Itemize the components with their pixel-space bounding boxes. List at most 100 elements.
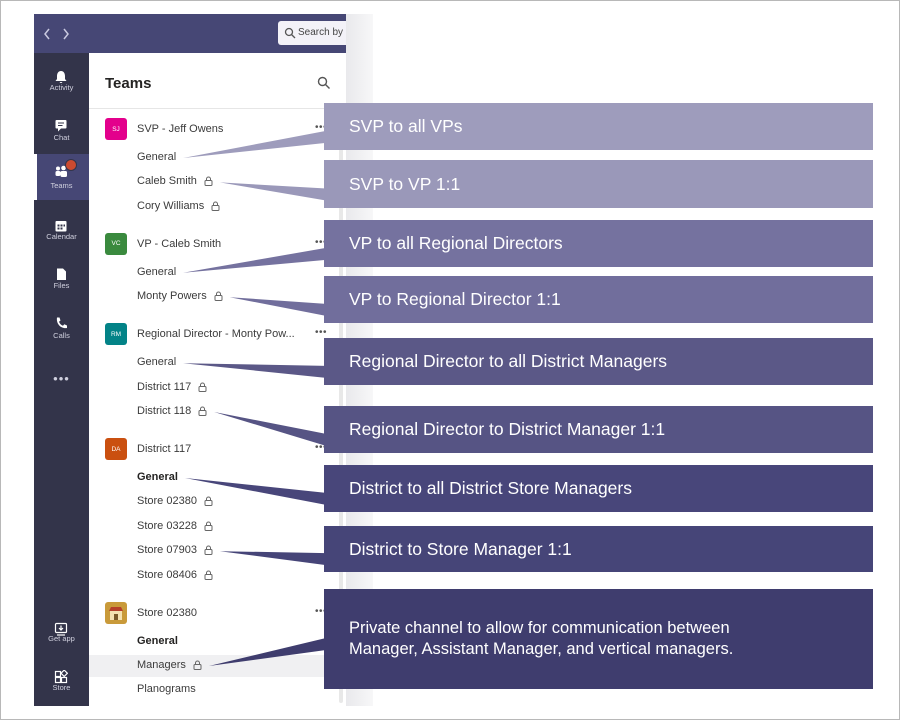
channel-item[interactable]: Cory Williams [89,196,346,218]
callout-pointer [183,130,326,158]
lock-icon [193,660,202,670]
lock-icon [214,291,223,302]
lock-icon [198,406,207,416]
channel-name: District 118 [137,405,192,417]
avatar-initials: SJ [112,125,120,133]
panel-title: Teams [105,75,152,92]
notification-badge [65,159,77,171]
channel-name: Caleb Smith [137,175,197,188]
callout-text: District to Store Manager 1:1 [349,538,572,559]
callout-text: SVP to VP 1:1 [349,173,461,194]
channel-name: Monty Powers [137,290,207,303]
channel-item[interactable]: Store 02380 [89,491,346,513]
store-icon [109,606,123,620]
panel-search[interactable] [317,76,331,90]
team-avatar: VC [105,232,127,255]
team-name[interactable]: VP - Caleb Smith [137,237,222,250]
channel-name: Managers [137,659,186,671]
channel-item[interactable]: Store 08406 [89,565,346,587]
team-name[interactable]: Store 02380 [137,606,197,619]
channel-item[interactable]: District 117 [89,377,346,399]
channel-item[interactable]: Managers [89,655,346,677]
channel-name: General [137,151,177,163]
channel-name: Store 02380 [137,495,197,508]
channel-item[interactable]: Monty Powers [89,286,346,308]
callout-text: SVP to all VPs [349,116,463,136]
rail-item[interactable]: Activity [34,59,89,105]
teams-panel: Teams SJ SVP - Jeff Owens ••• General Caleb … [89,53,346,706]
channel-item[interactable]: General [89,352,346,374]
callout-pointer [208,638,326,666]
team-more[interactable]: ••• [315,442,328,453]
channel-item[interactable]: Store 07903 [89,540,346,562]
rail-icon [55,165,67,177]
avatar-initials: RM [110,330,122,338]
team-more[interactable]: ••• [315,236,328,248]
callout-text-line: Manager, Assistant Manager, and vertical… [349,640,734,658]
rail-item[interactable]: Calls [34,306,89,352]
channel-item[interactable]: Planograms [89,679,346,701]
rail-icon [57,268,66,280]
more-apps[interactable]: ••• [53,371,70,386]
lock-icon [211,201,220,211]
channel-name: Store 07903 [137,544,197,557]
channel-item[interactable]: General [89,262,346,284]
channel-item[interactable]: Caleb Smith [89,171,346,193]
callout-text: District to all District Store Managers [349,478,632,498]
selected-indicator [34,154,37,200]
avatar-initials: DA [111,445,121,453]
rail-item[interactable]: Files [34,257,89,303]
callout-box: SVP to VP 1:1 [324,160,873,208]
rail-item[interactable]: Store [34,660,89,706]
team-more[interactable]: ••• [315,605,328,617]
channel-item[interactable]: General [89,467,346,489]
nav-arrows[interactable] [42,26,78,42]
callout-text-line: Private channel to allow for communicati… [349,619,730,637]
callout-pointer [183,247,326,273]
rail-label: Store [52,683,71,692]
rail-label: Teams [50,181,73,190]
rail-label: Calendar [46,232,77,241]
search-box[interactable]: Search by k [278,21,346,45]
team-name[interactable]: District 117 [137,443,192,455]
rail-item[interactable]: Get app [34,612,89,658]
channel-name: General [137,356,177,369]
channel-item[interactable]: General [89,631,346,653]
callout-box: District to Store Manager 1:1 [324,526,873,572]
channel-name: District 117 [137,380,192,393]
channel-item[interactable]: District 118 [89,401,346,423]
channel-item[interactable]: Store 03228 [89,516,346,538]
rail-label: Activity [49,83,74,92]
team-more[interactable]: ••• [315,327,328,339]
lock-icon [204,176,213,187]
lock-icon [204,570,213,580]
rail-item[interactable]: Teams [34,154,89,200]
rail-label: Chat [53,133,70,142]
team-name[interactable]: Regional Director - Monty Pow... [137,328,295,341]
callout-pointer [214,412,326,446]
lock-icon [204,545,213,556]
callout-box: VP to Regional Director 1:1 [324,276,873,323]
search-placeholder: Search by k [298,27,346,38]
team-name[interactable]: SVP - Jeff Owens [137,123,224,135]
rail-item[interactable]: Calendar [34,209,89,255]
callout-box: SVP to all VPs [324,103,873,150]
rail-item[interactable]: Chat [34,108,89,154]
rail-icon [56,317,67,329]
teams-window: Search by k ••• Activity Chat Teams Calenda… [34,14,346,706]
team-avatar: SJ [105,118,127,140]
channel-item[interactable]: General [89,147,346,169]
lock-icon [198,382,207,392]
rail-icon [55,221,67,232]
team-more[interactable]: ••• [315,122,328,133]
top-bar: Search by k [34,14,346,53]
callout-box: VP to all Regional Directors [324,220,873,267]
channel-name: Planograms [137,683,196,696]
channel-name: General [137,634,178,647]
callout-pointer [229,297,326,316]
callout-text: VP to all Regional Directors [349,233,563,253]
callout-text: VP to Regional Director 1:1 [349,289,561,309]
rail-icon [54,622,68,636]
team-avatar: RM [105,323,127,346]
